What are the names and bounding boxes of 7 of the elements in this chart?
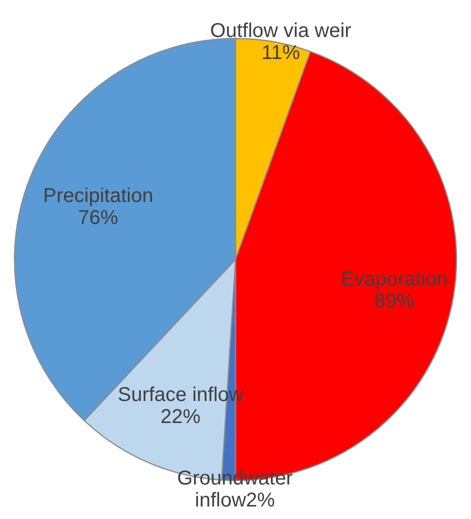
- slice-label: Evaporation: [341, 268, 448, 291]
- slice-label: Precipitation: [43, 185, 154, 208]
- slice-label: Outflow via weir: [210, 20, 352, 42]
- data-label: 11%: [261, 42, 300, 64]
- data-label: 89%: [374, 290, 415, 313]
- data-label: 76%: [78, 207, 118, 230]
- data-label: 22%: [160, 406, 201, 428]
